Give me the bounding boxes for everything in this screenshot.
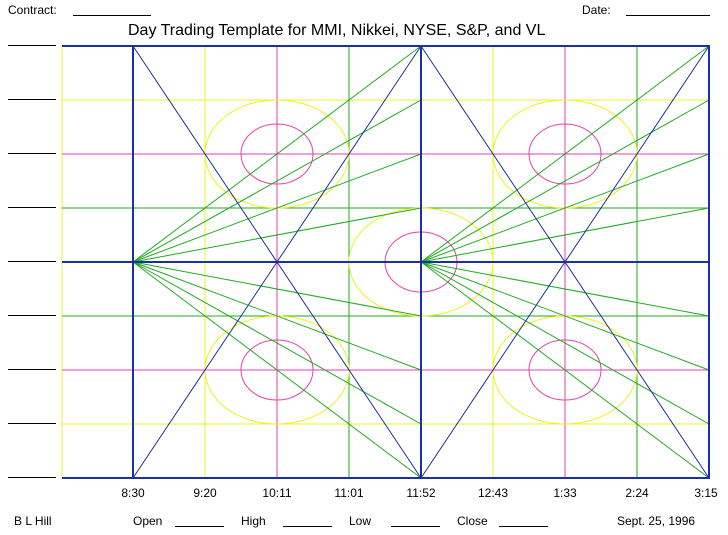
fan-line-23 bbox=[132, 45, 422, 263]
fan-line-32 bbox=[420, 99, 710, 263]
fan-line-37 bbox=[420, 261, 710, 425]
fan-line-35 bbox=[420, 261, 710, 317]
open-label: Open bbox=[133, 514, 163, 528]
close-field[interactable] bbox=[499, 526, 548, 527]
price-line-1[interactable] bbox=[8, 45, 56, 46]
price-line-9[interactable] bbox=[8, 477, 56, 478]
price-line-8[interactable] bbox=[8, 423, 56, 424]
magenta-ellipse-16 bbox=[528, 123, 602, 185]
contract-label: Contract: bbox=[8, 3, 57, 17]
high-label: High bbox=[241, 514, 266, 528]
fan-line-36 bbox=[420, 261, 710, 371]
fan-line-26 bbox=[132, 207, 422, 263]
fan-line-30 bbox=[132, 261, 422, 479]
fan-line-29 bbox=[132, 261, 422, 425]
low-label: Low bbox=[349, 514, 372, 528]
magenta-ellipse-22 bbox=[528, 339, 602, 401]
price-line-6[interactable] bbox=[8, 315, 56, 316]
close-label: Close bbox=[457, 514, 488, 528]
contract-field[interactable] bbox=[73, 15, 151, 16]
time-tick-label: 12:43 bbox=[477, 486, 509, 500]
price-line-4[interactable] bbox=[8, 207, 56, 208]
page-title: Day Trading Template for MMI, Nikkei, NY… bbox=[128, 22, 546, 39]
price-line-7[interactable] bbox=[8, 369, 56, 370]
fan-line-38 bbox=[420, 261, 710, 479]
time-tick-label: 2:24 bbox=[625, 486, 649, 500]
open-field[interactable] bbox=[175, 526, 224, 527]
fan-line-28 bbox=[132, 261, 422, 371]
time-tick-label: 11:01 bbox=[334, 486, 364, 500]
magenta-ellipse-20 bbox=[240, 339, 314, 401]
time-tick-label: 3:15 bbox=[694, 486, 718, 500]
time-tick-label: 9:20 bbox=[193, 486, 217, 500]
fan-line-34 bbox=[420, 207, 710, 263]
price-line-3[interactable] bbox=[8, 153, 56, 154]
time-tick-label: 11:52 bbox=[406, 486, 436, 500]
date-field[interactable] bbox=[626, 15, 710, 16]
fan-line-24 bbox=[132, 99, 422, 263]
fan-line-33 bbox=[420, 153, 710, 263]
magenta-ellipse-14 bbox=[240, 123, 314, 185]
fan-line-27 bbox=[132, 261, 422, 317]
price-line-2[interactable] bbox=[8, 99, 56, 100]
high-field[interactable] bbox=[283, 526, 332, 527]
fan-line-25 bbox=[132, 153, 422, 263]
footer-date: Sept. 25, 1996 bbox=[617, 514, 696, 528]
time-tick-label: 8:30 bbox=[121, 486, 145, 500]
time-tick-label: 10:11 bbox=[262, 486, 292, 500]
author-label: B L Hill bbox=[14, 514, 52, 528]
time-tick-label: 1:33 bbox=[553, 486, 577, 500]
price-line-5[interactable] bbox=[8, 261, 56, 262]
low-field[interactable] bbox=[391, 526, 440, 527]
fan-line-31 bbox=[420, 45, 710, 263]
date-label: Date: bbox=[582, 3, 611, 17]
